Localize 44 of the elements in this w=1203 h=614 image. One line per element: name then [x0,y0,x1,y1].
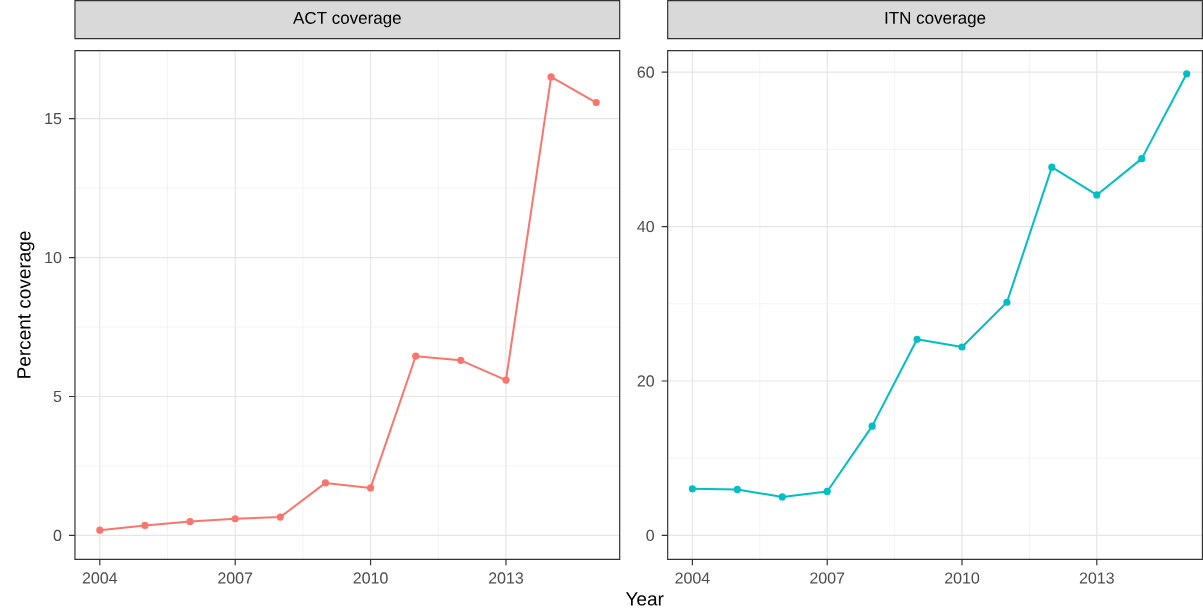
y-tick-label: 60 [637,66,655,78]
y-tick-label: 10 [45,251,62,264]
point [547,73,555,81]
point [1003,298,1011,306]
y-tick-label: 15 [45,112,62,125]
point [823,487,831,495]
x-tick-label: 2013 [1079,572,1114,584]
y-tick-label: 20 [637,375,655,387]
point [276,513,284,521]
y-tick-label: 0 [53,529,62,541]
point [141,521,149,529]
point [868,422,876,430]
y-tick-label: 0 [646,529,655,541]
point [321,479,330,487]
point [366,484,375,492]
point [502,376,510,384]
x-tick-label: 2010 [353,572,388,584]
point [1048,163,1056,171]
chart-title: ITN coverage [885,11,986,28]
x-tick-label: 2007 [810,572,845,584]
point [592,98,600,106]
point [1138,154,1146,163]
x-axis-title: Year [625,592,664,606]
point [186,517,194,525]
chart-title: ACT coverage [293,11,401,28]
point [96,526,104,534]
point [688,485,696,493]
point [231,515,239,523]
point [733,485,741,493]
y-tick-label: 5 [53,390,62,402]
x-tick-label: 2007 [218,572,253,584]
point [778,493,786,501]
y-axis-title: Percent coverage [17,231,35,378]
point [913,335,921,343]
x-tick-label: 2010 [945,572,980,584]
point [457,356,465,364]
point [1183,70,1191,78]
point [412,352,420,360]
y-tick-label: 40 [637,220,655,233]
point [958,343,966,351]
point [1093,191,1101,199]
x-tick-label: 2004 [675,572,710,584]
x-tick-label: 2013 [489,572,524,584]
x-tick-label: 2004 [82,572,118,584]
